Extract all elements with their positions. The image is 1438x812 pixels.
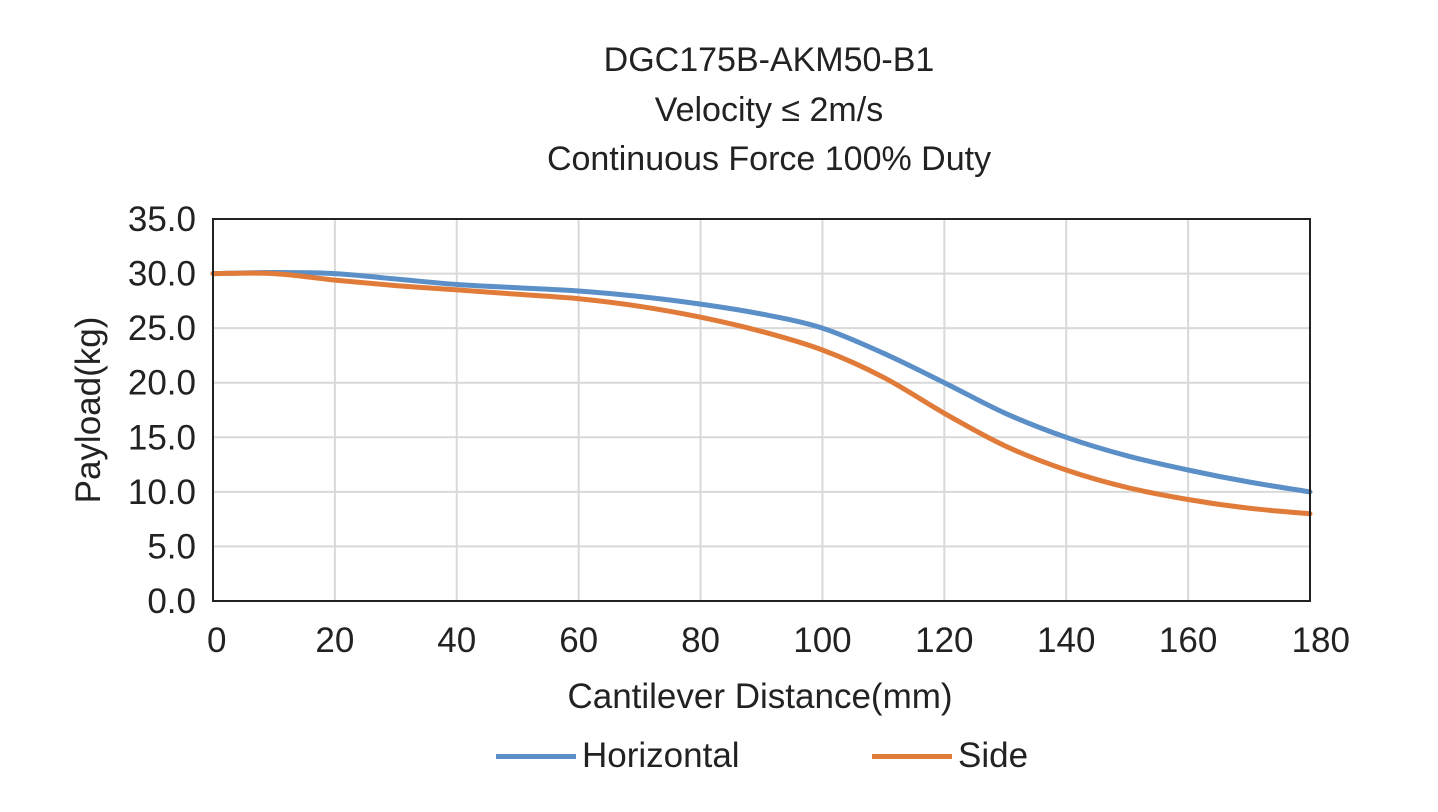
y-tick-label-1: 5.0 xyxy=(147,527,196,566)
x-tick-label-9: 180 xyxy=(1292,621,1350,660)
y-tick-label-2: 10.0 xyxy=(128,473,196,512)
x-tick-label-6: 120 xyxy=(915,621,973,660)
legend-swatch-side xyxy=(872,753,952,759)
legend-label-side: Side xyxy=(958,736,1029,775)
chart-title-line-3: Continuous Force 100% Duty xyxy=(546,140,992,178)
x-tick-label-7: 140 xyxy=(1037,621,1095,660)
x-tick-label-5: 100 xyxy=(793,621,851,660)
x-axis-label: Cantilever Distance(mm) xyxy=(567,677,952,716)
legend-item-horizontal: Horizontal xyxy=(496,734,740,778)
plot-border xyxy=(212,218,1311,602)
x-tick-label-1: 20 xyxy=(315,621,354,660)
y-tick-label-4: 20.0 xyxy=(128,364,196,403)
y-axis-label: Payload(kg) xyxy=(69,317,108,504)
y-tick-labels: 0.0 5.0 10.0 15.0 20.0 25.0 30.0 35.0 xyxy=(128,200,196,621)
x-tick-labels: 0 20 40 60 80 100 120 140 160 180 xyxy=(207,621,1350,660)
x-tick-label-2: 40 xyxy=(437,621,476,660)
legend-swatch-horizontal xyxy=(496,753,576,759)
x-tick-label-0: 0 xyxy=(207,621,226,660)
x-tick-label-8: 160 xyxy=(1159,621,1217,660)
y-tick-label-6: 30.0 xyxy=(128,255,196,294)
chart-title-line-2: Velocity ≤ 2m/s xyxy=(654,91,884,129)
y-tick-label-3: 15.0 xyxy=(128,418,196,457)
x-tick-label-3: 60 xyxy=(559,621,598,660)
chart-title-line-1: DGC175B-AKM50-B1 xyxy=(603,41,935,79)
legend-label-horizontal: Horizontal xyxy=(582,736,740,775)
y-tick-label-0: 0.0 xyxy=(147,582,196,621)
series-line-side xyxy=(210,270,1313,517)
y-tick-label-7: 35.0 xyxy=(128,200,196,239)
x-tick-label-4: 80 xyxy=(681,621,720,660)
series-line-horizontal xyxy=(210,270,1313,495)
series-lines xyxy=(210,270,1313,517)
legend-item-side: Side xyxy=(872,734,1028,778)
plot-frame xyxy=(212,218,1311,602)
y-tick-label-5: 25.0 xyxy=(128,309,196,348)
